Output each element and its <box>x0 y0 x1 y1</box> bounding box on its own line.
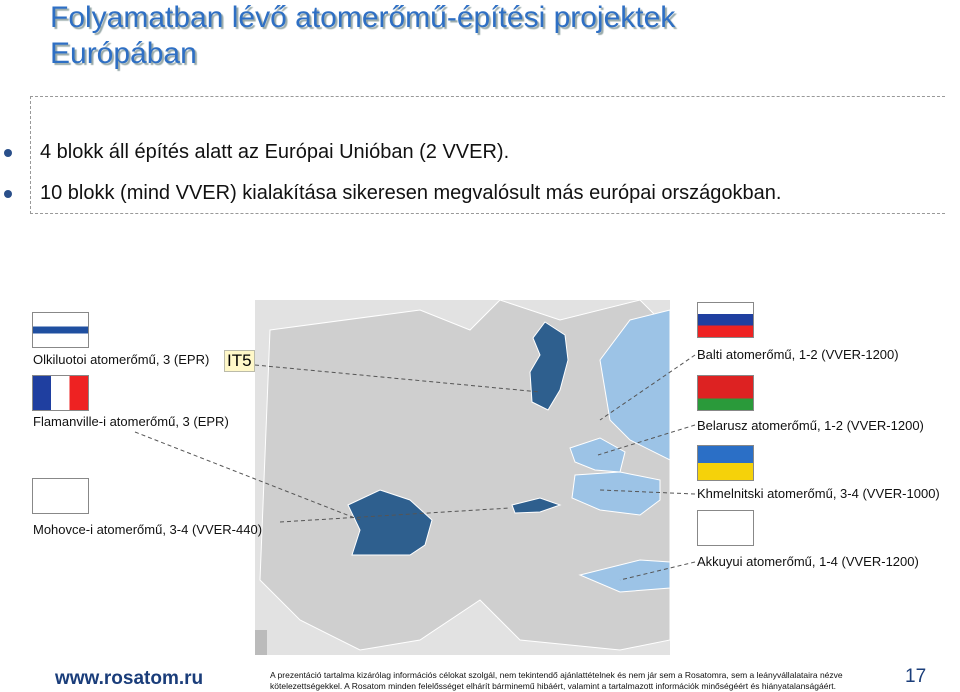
disclaimer: A prezentáció tartalma kizárólag informá… <box>270 670 843 691</box>
flag-france <box>32 375 89 411</box>
finland <box>529 321 569 411</box>
project-label: Flamanville-i atomerőmű, 3 (EPR) <box>33 414 229 429</box>
title: Folyamatban lévő atomerőmű-építési proje… <box>50 1 676 70</box>
page-number: 17 <box>905 666 927 687</box>
flag-turkey <box>697 510 754 546</box>
connectors <box>134 354 696 581</box>
bullet-box <box>30 96 945 214</box>
footer-url[interactable]: www.rosatom.ru <box>55 668 204 689</box>
flag-russia <box>697 302 754 338</box>
flag-ukraine <box>697 445 754 481</box>
project-label: Belarusz atomerőmű, 1-2 (VVER-1200) <box>697 418 924 433</box>
flag-finland <box>32 312 89 348</box>
flag-belarus <box>697 375 754 411</box>
project-label: Balti atomerőmű, 1-2 (VVER-1200) <box>697 347 899 362</box>
project-label: Mohovce-i atomerőmű, 3-4 (VVER-440) <box>33 522 263 537</box>
project-label: Olkiluotoi atomerőmű, 3 (EPR) <box>33 352 210 367</box>
russia <box>599 309 671 461</box>
land <box>259 299 671 651</box>
ukraine <box>571 471 661 516</box>
turkey <box>578 559 671 593</box>
flag-slovakia <box>32 478 89 514</box>
france <box>347 489 433 556</box>
bullet: 4 blokk áll építés alatt az Európai Unió… <box>3 141 510 163</box>
slovakia <box>511 497 562 514</box>
project-label: Khmelnitski atomerőmű, 3-4 (VVER-1000) <box>697 486 940 501</box>
project-label: Akkuyui atomerőmű, 1-4 (VVER-1200) <box>697 554 919 569</box>
map-marker <box>255 630 267 655</box>
bullet: 10 blokk (mind VVER) kialakítása sikeres… <box>3 182 782 204</box>
tag: IT5 <box>224 350 255 372</box>
